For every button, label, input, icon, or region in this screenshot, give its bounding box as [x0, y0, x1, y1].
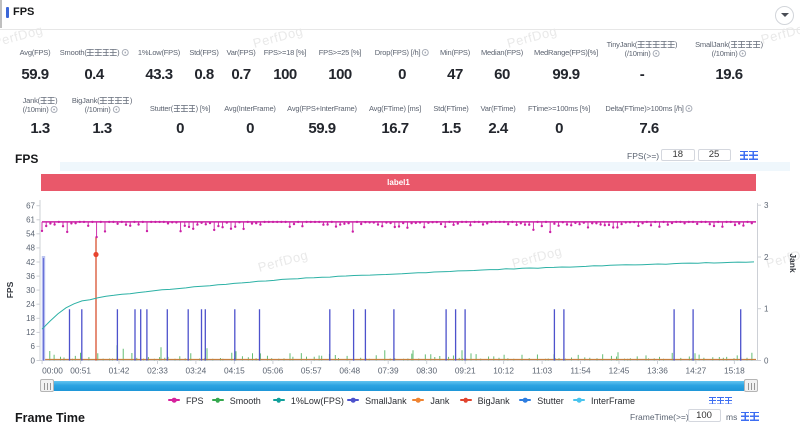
svg-text:02:33: 02:33: [147, 366, 168, 376]
svg-text:FPS: FPS: [5, 281, 15, 298]
svg-text:Jank: Jank: [788, 253, 798, 273]
svg-text:61: 61: [26, 216, 35, 225]
svg-text:42: 42: [26, 258, 35, 267]
svg-text:06:48: 06:48: [339, 366, 360, 376]
svg-text:0: 0: [764, 356, 769, 365]
svg-text:1: 1: [764, 305, 769, 314]
svg-text:67: 67: [26, 202, 35, 211]
svg-text:08:30: 08:30: [416, 366, 437, 376]
svg-text:12: 12: [26, 328, 35, 337]
svg-text:00:00: 00:00: [42, 366, 63, 376]
svg-text:24: 24: [26, 300, 35, 309]
svg-text:36: 36: [26, 272, 35, 281]
svg-text:11:03: 11:03: [532, 366, 553, 376]
svg-text:6: 6: [31, 342, 36, 351]
svg-text:15:18: 15:18: [724, 366, 745, 376]
svg-text:14:27: 14:27: [686, 366, 707, 376]
svg-text:01:42: 01:42: [109, 366, 130, 376]
svg-text:11:54: 11:54: [570, 366, 591, 376]
svg-text:2: 2: [764, 253, 769, 262]
svg-text:04:15: 04:15: [224, 366, 245, 376]
svg-text:30: 30: [26, 286, 35, 295]
svg-text:12:45: 12:45: [609, 366, 630, 376]
svg-text:00:51: 00:51: [70, 366, 91, 376]
svg-text:13:36: 13:36: [647, 366, 668, 376]
svg-text:05:06: 05:06: [263, 366, 284, 376]
svg-text:0: 0: [31, 356, 36, 365]
svg-text:3: 3: [764, 201, 769, 210]
svg-text:10:12: 10:12: [493, 366, 514, 376]
svg-text:54: 54: [26, 230, 35, 239]
svg-text:09:21: 09:21: [455, 366, 476, 376]
svg-text:07:39: 07:39: [378, 366, 399, 376]
svg-text:18: 18: [26, 314, 35, 323]
svg-text:48: 48: [26, 244, 35, 253]
svg-text:03:24: 03:24: [186, 366, 207, 376]
svg-text:05:57: 05:57: [301, 366, 322, 376]
